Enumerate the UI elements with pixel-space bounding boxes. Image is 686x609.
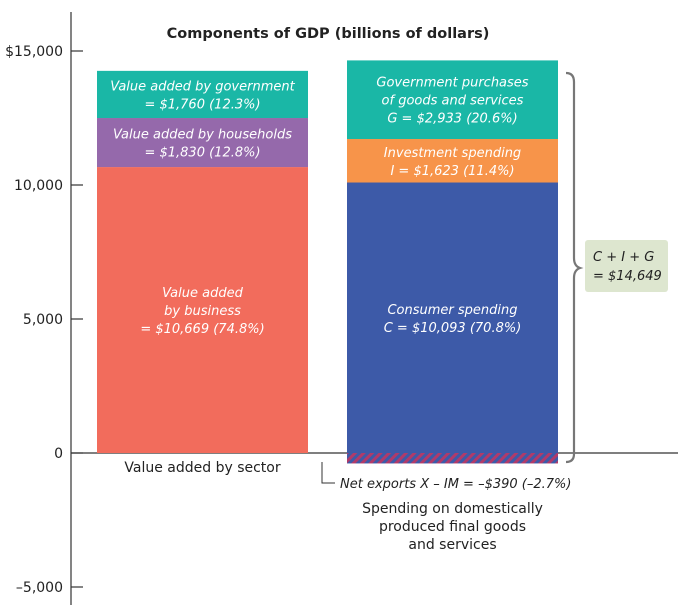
segment-label: by business [164, 304, 241, 319]
bar-segment [97, 167, 308, 453]
chart-title: Components of GDP (billions of dollars) [167, 26, 490, 42]
bar-segment [347, 60, 558, 140]
net-exports-leader [321, 462, 335, 484]
segment-label: Government purchases [376, 76, 528, 91]
bars [97, 60, 558, 464]
y-tick-label: 0 [54, 446, 63, 462]
segment-label: = $1,760 (12.3%) [144, 97, 260, 112]
bar-segment [347, 182, 558, 453]
bar-segment [347, 139, 558, 183]
y-axis-ticks: $15,000 10,000 5,000 0 –5,000 [5, 44, 83, 596]
segment-label: Investment spending [384, 146, 521, 161]
cig-annotation-line-2: = $14,649 [593, 269, 662, 284]
y-tick-label: 5,000 [23, 312, 63, 328]
cig-annotation-line-1: C + I + G [593, 250, 654, 265]
segment-label: G = $2,933 (20.6%) [387, 112, 517, 127]
segment-labels: Value added by business = $10,669 (74.8%) V… [110, 76, 529, 337]
net-exports-label: Net exports X – IM = –$390 (–2.7%) [340, 477, 571, 492]
y-tick-label: $15,000 [5, 44, 63, 60]
segment-label: = $10,669 (74.8%) [140, 322, 264, 337]
category-labels: Value added by sector Spending on domesti… [124, 460, 543, 553]
cig-annotation-box [585, 240, 668, 292]
segment-label: of goods and services [382, 94, 524, 109]
bar-segment [97, 118, 308, 168]
segment-label: Value added by households [113, 128, 292, 143]
category-label: produced final goods [379, 519, 526, 535]
category-label: Spending on domestically [362, 501, 543, 517]
bar-segment [97, 70, 308, 119]
category-label: and services [408, 537, 496, 553]
segment-label: Value added [162, 286, 243, 301]
category-label: Value added by sector [124, 460, 280, 476]
segment-label: I = $1,623 (11.4%) [390, 164, 514, 179]
segment-label: = $1,830 (12.8%) [144, 146, 260, 161]
y-tick-label: 10,000 [14, 178, 63, 194]
segment-label: C = $10,093 (70.8%) [384, 321, 522, 336]
segment-label: Value added by government [110, 79, 295, 94]
cig-brace [565, 71, 584, 464]
net-exports-segment [347, 453, 558, 464]
segment-label: Consumer spending [387, 303, 517, 318]
y-tick-label: –5,000 [16, 580, 63, 596]
